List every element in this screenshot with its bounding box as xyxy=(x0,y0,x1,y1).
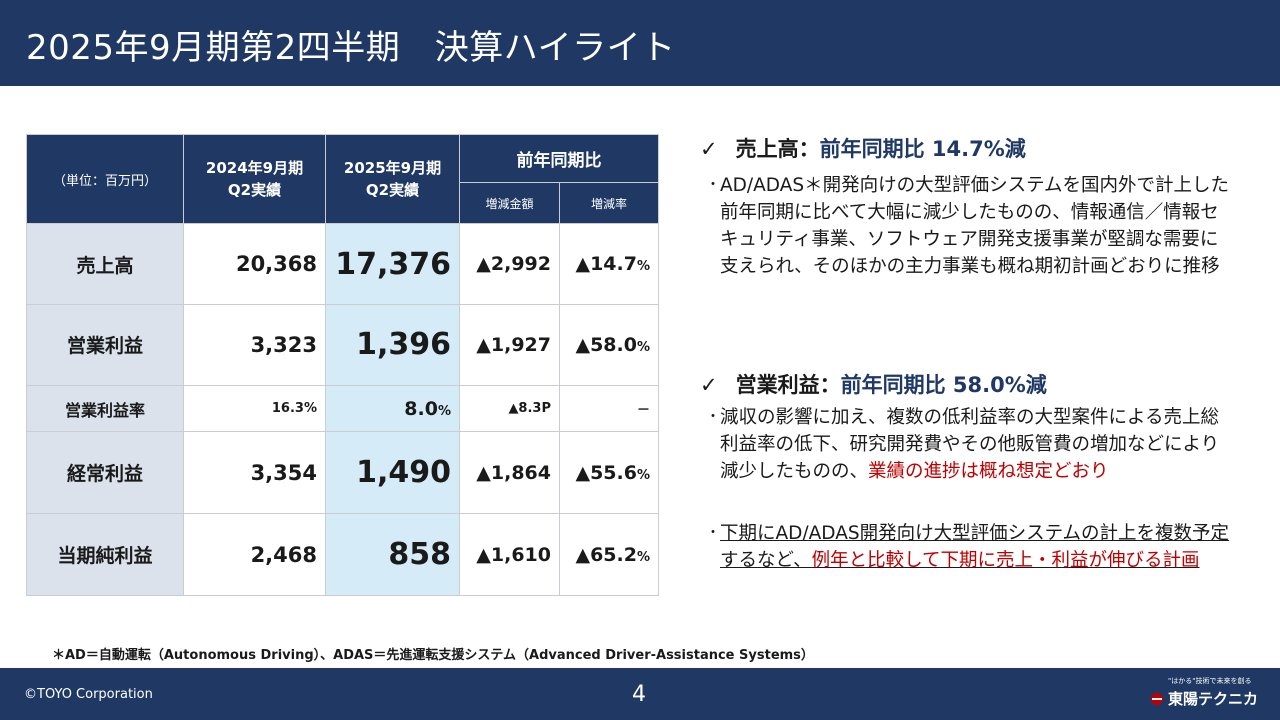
rate-unit: % xyxy=(636,339,650,355)
sales-heading-label: 売上高： xyxy=(735,137,820,161)
row-label: 営業利益 xyxy=(26,304,184,386)
bullet-icon: ・ xyxy=(706,409,720,425)
sales-text: AD/ADAS＊開発向けの大型評価システムを国内外で計上した前年同期に比べて大幅… xyxy=(720,175,1230,277)
col-header-rate: 増減率 xyxy=(559,182,659,225)
col-header-prev-year-line2: Q2実績 xyxy=(227,181,282,200)
cur-value: 1,490 xyxy=(325,431,460,514)
cur-value: 8.0 xyxy=(404,397,438,420)
unit-label: （単位：百万円） xyxy=(26,133,184,225)
cur-cell: 8.0% xyxy=(325,384,460,433)
rate-cell: ▲55.6% xyxy=(559,431,659,514)
col-header-cur-year-line1: 2025年9月期 xyxy=(343,159,442,178)
col-header-diff: 増減金額 xyxy=(459,182,560,225)
diff-value: ▲1,927 xyxy=(459,304,560,386)
row-label: 当期純利益 xyxy=(26,513,184,596)
copyright: ©TOYO Corporation xyxy=(24,687,153,702)
sales-heading-accent: 前年同期比 14.7%減 xyxy=(819,137,1026,161)
op-text-1-plain: 減収の影響に加え、複数の低利益率の大型案件による売上総利益率の低下、研究開発費や… xyxy=(720,407,1220,482)
diff-value: ▲8.3 xyxy=(508,401,542,416)
diff-value: ▲1,610 xyxy=(459,513,560,596)
row-label: 営業利益率 xyxy=(26,384,184,433)
diff-value: ▲2,992 xyxy=(459,223,560,306)
op-bullet-2: ・ 下期にAD/ADAS開発向け大型評価システムの計上を複数予定するなど、例年と… xyxy=(706,520,1236,574)
rate-unit: % xyxy=(636,259,650,275)
cur-unit: % xyxy=(437,403,451,419)
header-bar xyxy=(0,0,1280,86)
rate-cell: ▲14.7% xyxy=(559,223,659,306)
diff-value: ▲1,864 xyxy=(459,431,560,514)
footer-bar xyxy=(0,668,1280,720)
prev-cell: 16.3% xyxy=(183,384,326,433)
table-row-ordinary-profit: 経常利益 3,354 1,490 ▲1,864 ▲55.6% xyxy=(26,431,659,514)
sales-heading: ✓ 売上高：前年同期比 14.7%減 xyxy=(700,133,1026,163)
rate-cell: ▲65.2% xyxy=(559,513,659,596)
op-bullet-1: ・ 減収の影響に加え、複数の低利益率の大型案件による売上総利益率の低下、研究開発… xyxy=(706,404,1236,485)
col-header-cur-year-line2: Q2実績 xyxy=(365,181,420,200)
op-text-2-plain: 下期にAD/ADAS開発向け大型評価システムの計上を複数予定するなど、 xyxy=(720,523,1230,571)
bullet-icon: ・ xyxy=(706,525,720,541)
diff-cell: ▲8.3P xyxy=(459,384,560,433)
sales-bullet: ・ AD/ADAS＊開発向けの大型評価システムを国内外で計上した前年同期に比べて… xyxy=(706,172,1236,280)
row-label: 売上高 xyxy=(26,223,184,306)
op-text-1-emphasis: 業績の進捗は概ね想定どおり xyxy=(868,461,1109,482)
prev-value: 3,323 xyxy=(183,304,326,386)
row-label: 経常利益 xyxy=(26,431,184,514)
prev-unit: % xyxy=(303,401,317,416)
diff-unit: P xyxy=(541,401,551,416)
logo-mark-icon xyxy=(1151,692,1163,705)
footnote: ＊AD＝自動運転（Autonomous Driving）、ADAS＝先進運転支援… xyxy=(52,648,814,663)
rate-unit: % xyxy=(636,549,650,565)
bullet-icon: ・ xyxy=(706,177,720,193)
rate-value: ▲55.6 xyxy=(575,461,637,484)
op-text-2-emphasis: 例年と比較して下期に売上・利益が伸びる計画 xyxy=(811,550,1200,571)
col-header-prev-year-line1: 2024年9月期 xyxy=(205,159,304,178)
cur-value: 17,376 xyxy=(325,223,460,306)
col-header-prev-year: 2024年9月期 Q2実績 xyxy=(183,133,326,225)
check-icon: ✓ xyxy=(700,373,718,397)
table-row-sales: 売上高 20,368 17,376 ▲2,992 ▲14.7% xyxy=(26,223,659,306)
prev-value: 3,354 xyxy=(183,431,326,514)
rate-value: ▲65.2 xyxy=(575,543,637,566)
prev-value: 16.3 xyxy=(271,401,304,416)
check-icon: ✓ xyxy=(700,137,718,161)
rate-cell: ▲58.0% xyxy=(559,304,659,386)
op-text-1: 減収の影響に加え、複数の低利益率の大型案件による売上総利益率の低下、研究開発費や… xyxy=(706,404,1236,485)
page-title: 2025年9月期第2四半期 決算ハイライト xyxy=(26,28,676,68)
table-row-op-margin: 営業利益率 16.3% 8.0% ▲8.3P － xyxy=(26,384,659,433)
rate-value: ▲14.7 xyxy=(575,253,637,276)
company-logo: 東陽テクニカ xyxy=(1150,688,1258,709)
table-row-net-income: 当期純利益 2,468 858 ▲1,610 ▲65.2% xyxy=(26,513,659,596)
rate-unit: % xyxy=(636,467,650,483)
cur-value: 1,396 xyxy=(325,304,460,386)
cur-value: 858 xyxy=(325,513,460,596)
rate-value: ▲58.0 xyxy=(575,333,637,356)
op-heading-accent: 前年同期比 58.0%減 xyxy=(840,373,1047,397)
prev-value: 2,468 xyxy=(183,513,326,596)
rate-value: － xyxy=(559,384,659,433)
prev-value: 20,368 xyxy=(183,223,326,306)
op-text-2: 下期にAD/ADAS開発向け大型評価システムの計上を複数予定するなど、例年と比較… xyxy=(706,520,1236,574)
op-heading: ✓ 営業利益：前年同期比 58.0%減 xyxy=(700,369,1047,399)
op-heading-label: 営業利益： xyxy=(735,373,841,397)
col-header-yoy: 前年同期比 xyxy=(459,133,659,184)
financial-table: （単位：百万円） 2024年9月期 Q2実績 2025年9月期 Q2実績 前年同… xyxy=(26,133,659,596)
logo-tagline: "はかる"技術で未来を創る xyxy=(1168,677,1252,685)
page-number: 4 xyxy=(632,682,646,707)
col-header-cur-year: 2025年9月期 Q2実績 xyxy=(325,133,460,225)
table-row-op-profit: 営業利益 3,323 1,396 ▲1,927 ▲58.0% xyxy=(26,304,659,386)
logo-text: 東陽テクニカ xyxy=(1168,690,1259,708)
